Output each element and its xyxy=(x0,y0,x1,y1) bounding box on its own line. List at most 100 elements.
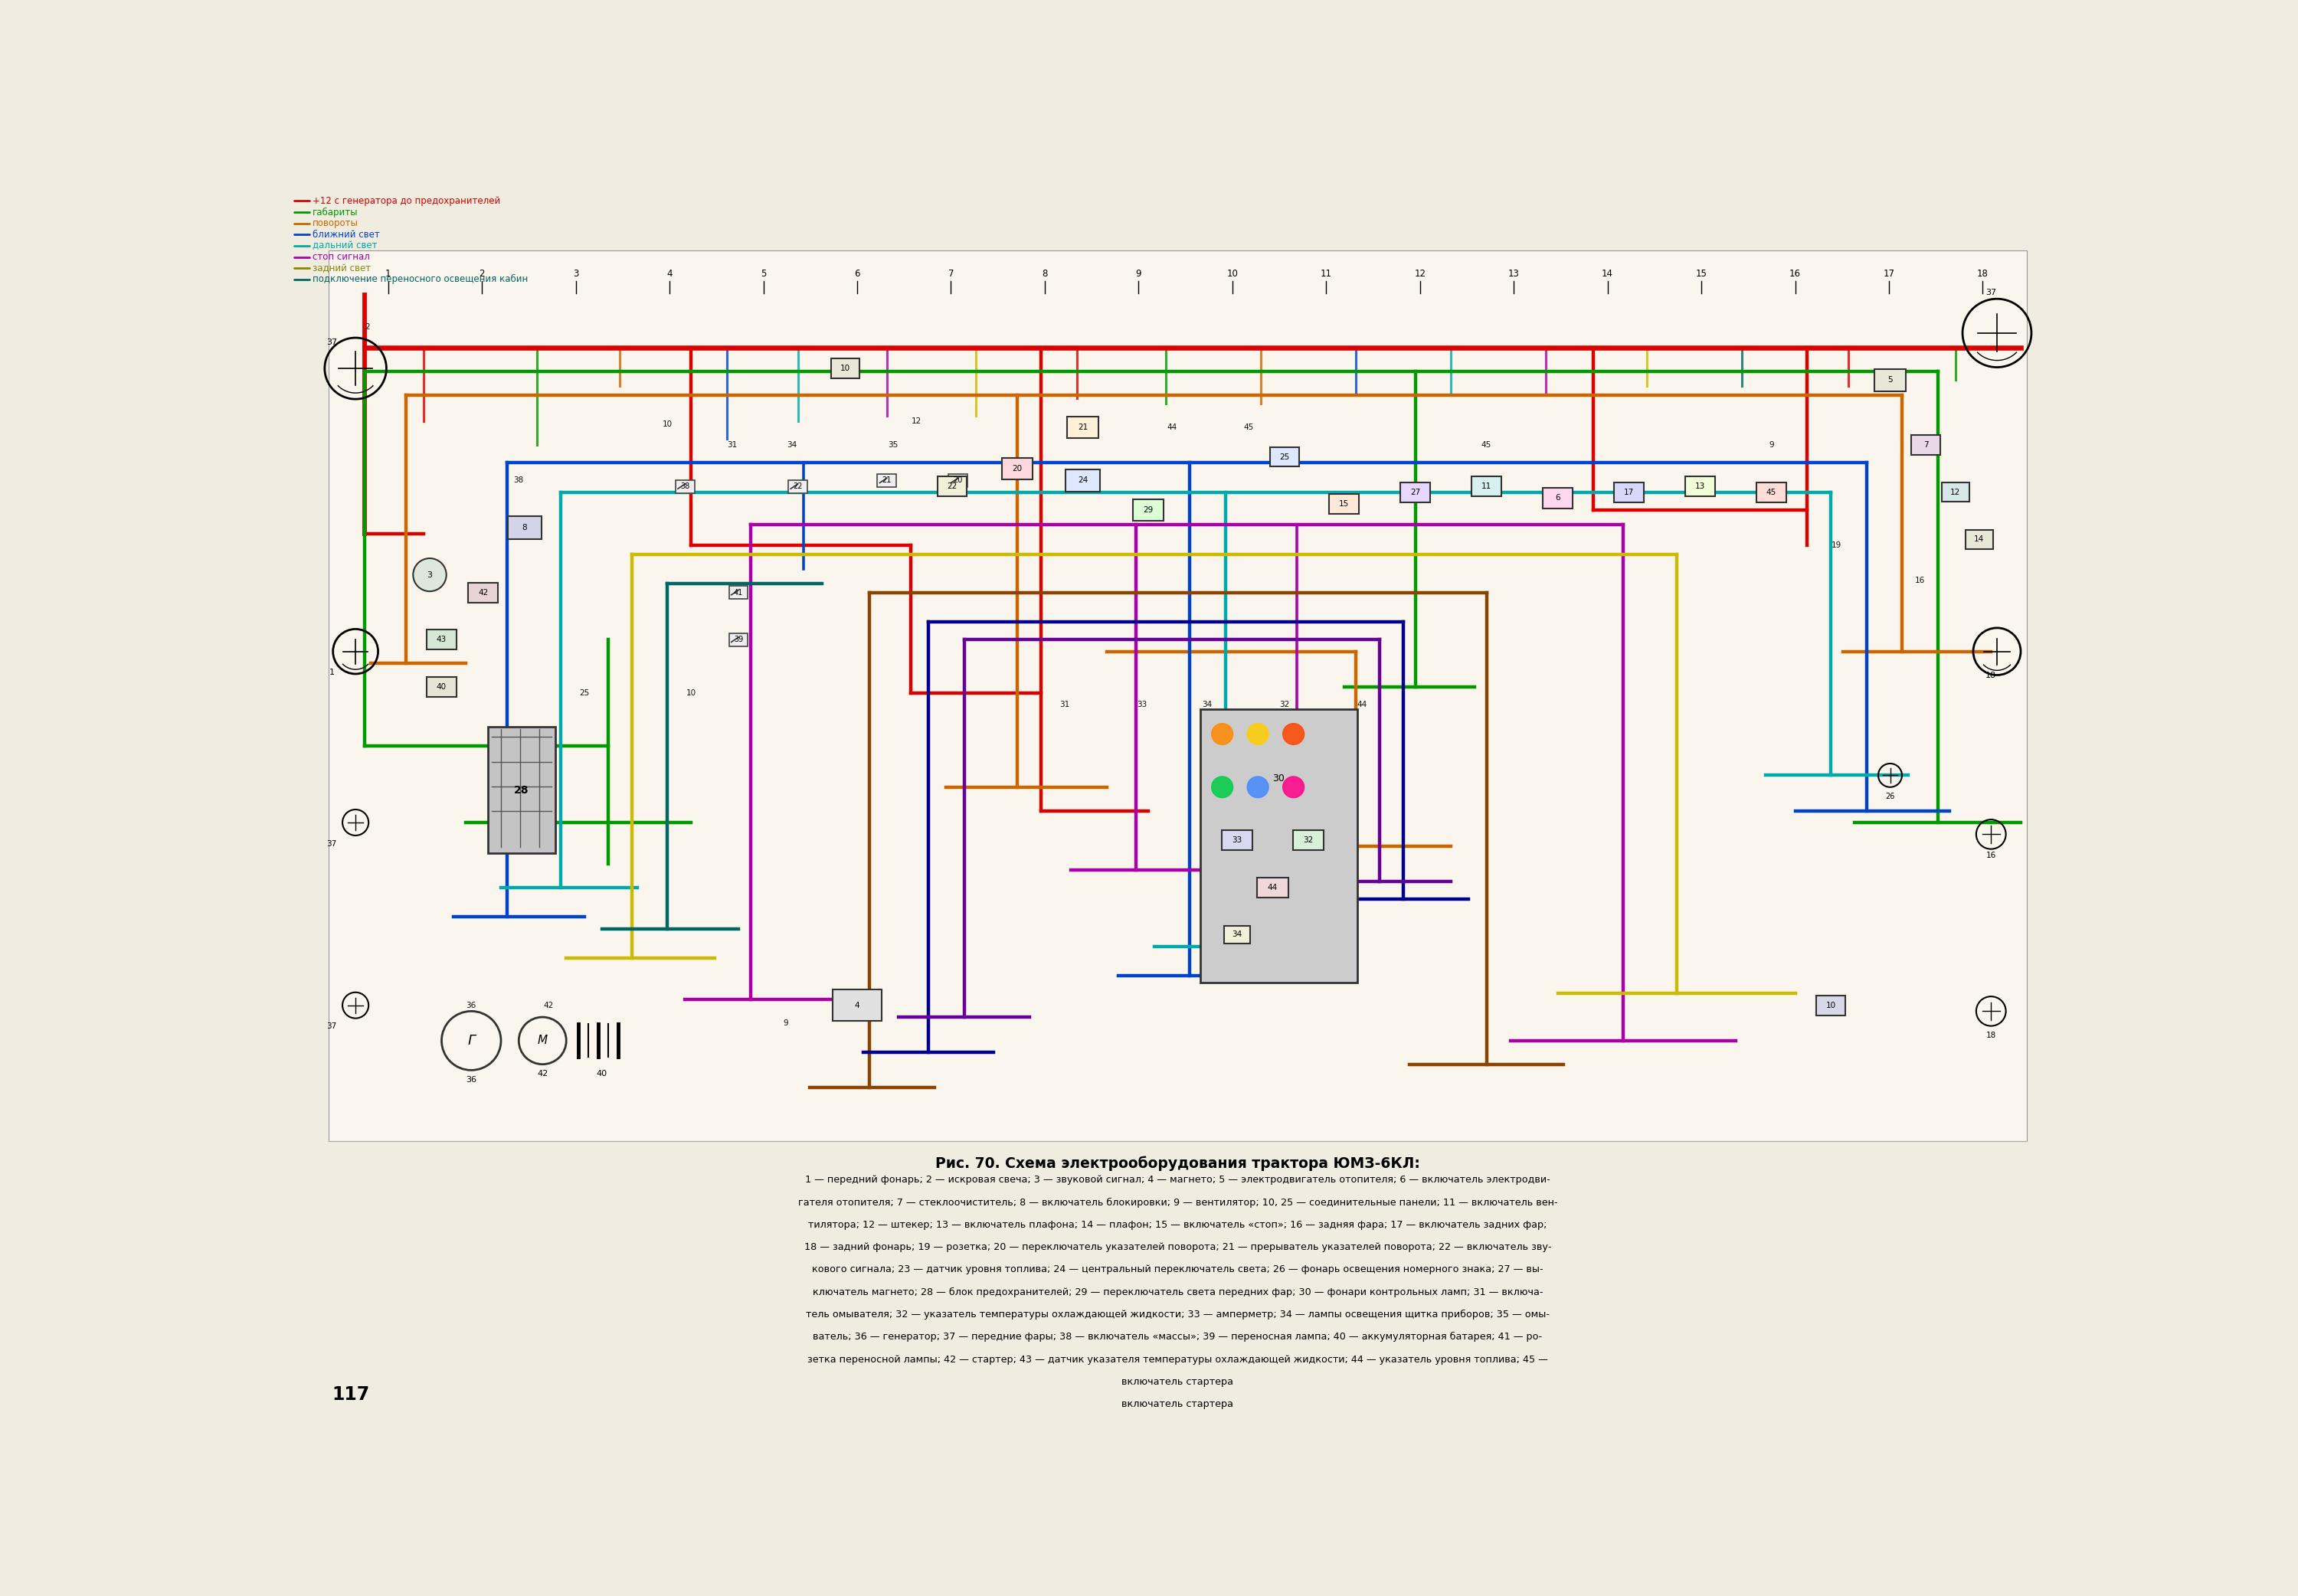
Text: 42: 42 xyxy=(478,589,487,597)
Text: 1: 1 xyxy=(329,669,336,677)
Text: 27: 27 xyxy=(1411,488,1420,496)
FancyBboxPatch shape xyxy=(1328,495,1358,514)
FancyBboxPatch shape xyxy=(1756,482,1786,503)
Text: повороты: повороты xyxy=(313,219,358,228)
Text: 6: 6 xyxy=(855,270,859,279)
Text: 9: 9 xyxy=(1135,270,1142,279)
Text: 25: 25 xyxy=(1280,453,1289,461)
Text: 14: 14 xyxy=(1974,536,1983,543)
Text: тилятора; 12 — штекер; 13 — включатель плафона; 14 — плафон; 15 — включатель «ст: тилятора; 12 — штекер; 13 — включатель п… xyxy=(809,1219,1547,1231)
FancyBboxPatch shape xyxy=(676,480,694,493)
Text: 4: 4 xyxy=(855,1001,859,1009)
Text: ватель; 36 — генератор; 37 — передние фары; 38 — включатель «массы»; 39 — перено: ватель; 36 — генератор; 37 — передние фа… xyxy=(813,1333,1542,1342)
Text: Г: Г xyxy=(466,1034,476,1047)
Text: Рис. 70. Схема электрооборудования трактора ЮМЗ-6КЛ:: Рис. 70. Схема электрооборудования тракт… xyxy=(935,1156,1420,1170)
FancyBboxPatch shape xyxy=(1942,484,1969,501)
Text: 37: 37 xyxy=(326,1023,338,1031)
Text: 42: 42 xyxy=(538,1069,547,1077)
Text: 12: 12 xyxy=(1951,488,1960,496)
FancyBboxPatch shape xyxy=(728,586,747,598)
Text: 15: 15 xyxy=(1340,500,1349,508)
Text: 22: 22 xyxy=(947,482,958,490)
Text: 10: 10 xyxy=(1227,270,1239,279)
Text: 3: 3 xyxy=(427,571,432,579)
FancyBboxPatch shape xyxy=(487,726,556,854)
Text: 5: 5 xyxy=(761,270,765,279)
Text: 31: 31 xyxy=(1059,701,1071,709)
FancyBboxPatch shape xyxy=(427,677,457,697)
FancyBboxPatch shape xyxy=(1066,417,1098,437)
Text: 22: 22 xyxy=(793,482,802,490)
FancyBboxPatch shape xyxy=(1271,447,1298,466)
Circle shape xyxy=(414,559,446,592)
Text: 10: 10 xyxy=(1825,1001,1836,1009)
FancyBboxPatch shape xyxy=(1133,500,1163,520)
Text: 18 — задний фонарь; 19 — розетка; 20 — переключатель указателей поворота; 21 — п: 18 — задний фонарь; 19 — розетка; 20 — п… xyxy=(804,1242,1551,1253)
Text: 7: 7 xyxy=(1923,440,1928,448)
Text: 117: 117 xyxy=(331,1385,370,1404)
Text: 33: 33 xyxy=(1232,836,1243,844)
Text: +12 с генератора до предохранителей: +12 с генератора до предохранителей xyxy=(313,196,501,206)
Text: ближний свет: ближний свет xyxy=(313,230,379,239)
FancyBboxPatch shape xyxy=(1257,878,1289,897)
Text: 3: 3 xyxy=(572,270,579,279)
Text: М: М xyxy=(538,1034,547,1047)
Text: 45: 45 xyxy=(1767,488,1776,496)
Text: 37: 37 xyxy=(1985,289,1997,297)
Text: 11: 11 xyxy=(1321,270,1333,279)
Text: гателя отопителя; 7 — стеклоочиститель; 8 — включатель блокировки; 9 — вентилято: гателя отопителя; 7 — стеклоочиститель; … xyxy=(797,1197,1558,1208)
Text: 26: 26 xyxy=(1884,793,1896,801)
Text: 44: 44 xyxy=(1167,423,1177,431)
Text: 10: 10 xyxy=(685,689,696,696)
Text: 13: 13 xyxy=(1507,270,1519,279)
FancyBboxPatch shape xyxy=(1066,469,1101,492)
Text: 8: 8 xyxy=(522,523,526,531)
FancyBboxPatch shape xyxy=(469,583,499,603)
Text: 15: 15 xyxy=(1696,270,1707,279)
Text: 41: 41 xyxy=(733,589,742,597)
Text: 2: 2 xyxy=(478,270,485,279)
FancyBboxPatch shape xyxy=(1294,830,1324,851)
Text: 36: 36 xyxy=(466,1001,476,1009)
Text: 2: 2 xyxy=(365,324,370,330)
Text: 44: 44 xyxy=(1356,701,1367,709)
FancyBboxPatch shape xyxy=(938,476,967,496)
Text: 25: 25 xyxy=(579,689,588,696)
Text: 18: 18 xyxy=(1985,672,1997,680)
Text: габариты: габариты xyxy=(313,207,358,217)
Text: кового сигнала; 23 — датчик уровня топлива; 24 — центральный переключатель света: кового сигнала; 23 — датчик уровня топли… xyxy=(811,1264,1544,1275)
Text: 10: 10 xyxy=(662,421,673,428)
Circle shape xyxy=(1248,777,1268,798)
Text: 28: 28 xyxy=(515,785,529,795)
Text: 38: 38 xyxy=(515,477,524,484)
FancyBboxPatch shape xyxy=(1002,458,1032,479)
Text: 45: 45 xyxy=(1243,423,1255,431)
Text: 31: 31 xyxy=(728,440,738,448)
FancyBboxPatch shape xyxy=(1965,530,1992,549)
Text: 20: 20 xyxy=(954,477,963,484)
FancyBboxPatch shape xyxy=(1613,482,1643,503)
Text: 14: 14 xyxy=(1602,270,1613,279)
FancyBboxPatch shape xyxy=(1815,996,1845,1015)
FancyBboxPatch shape xyxy=(1225,926,1250,943)
Text: 7: 7 xyxy=(949,270,954,279)
Text: 17: 17 xyxy=(1882,270,1894,279)
Text: 40: 40 xyxy=(597,1069,607,1077)
Text: 33: 33 xyxy=(1138,701,1147,709)
FancyBboxPatch shape xyxy=(1223,830,1252,851)
Text: 37: 37 xyxy=(326,338,338,346)
Text: 34: 34 xyxy=(1202,701,1213,709)
Text: включатель стартера: включатель стартера xyxy=(1121,1400,1234,1409)
Text: 1: 1 xyxy=(386,270,391,279)
Text: 19: 19 xyxy=(1832,541,1841,549)
FancyBboxPatch shape xyxy=(508,516,542,539)
FancyBboxPatch shape xyxy=(1200,709,1358,983)
FancyBboxPatch shape xyxy=(949,474,967,487)
Text: 12: 12 xyxy=(912,418,921,425)
Text: 6: 6 xyxy=(1556,495,1560,503)
Text: включатель стартера: включатель стартера xyxy=(1121,1377,1234,1387)
Text: 18: 18 xyxy=(1976,270,1988,279)
Text: 20: 20 xyxy=(1013,464,1023,472)
Text: 9: 9 xyxy=(1769,440,1774,448)
Text: ключатель магнето; 28 — блок предохранителей; 29 — переключатель света передних : ключатель магнето; 28 — блок предохранит… xyxy=(813,1286,1542,1298)
